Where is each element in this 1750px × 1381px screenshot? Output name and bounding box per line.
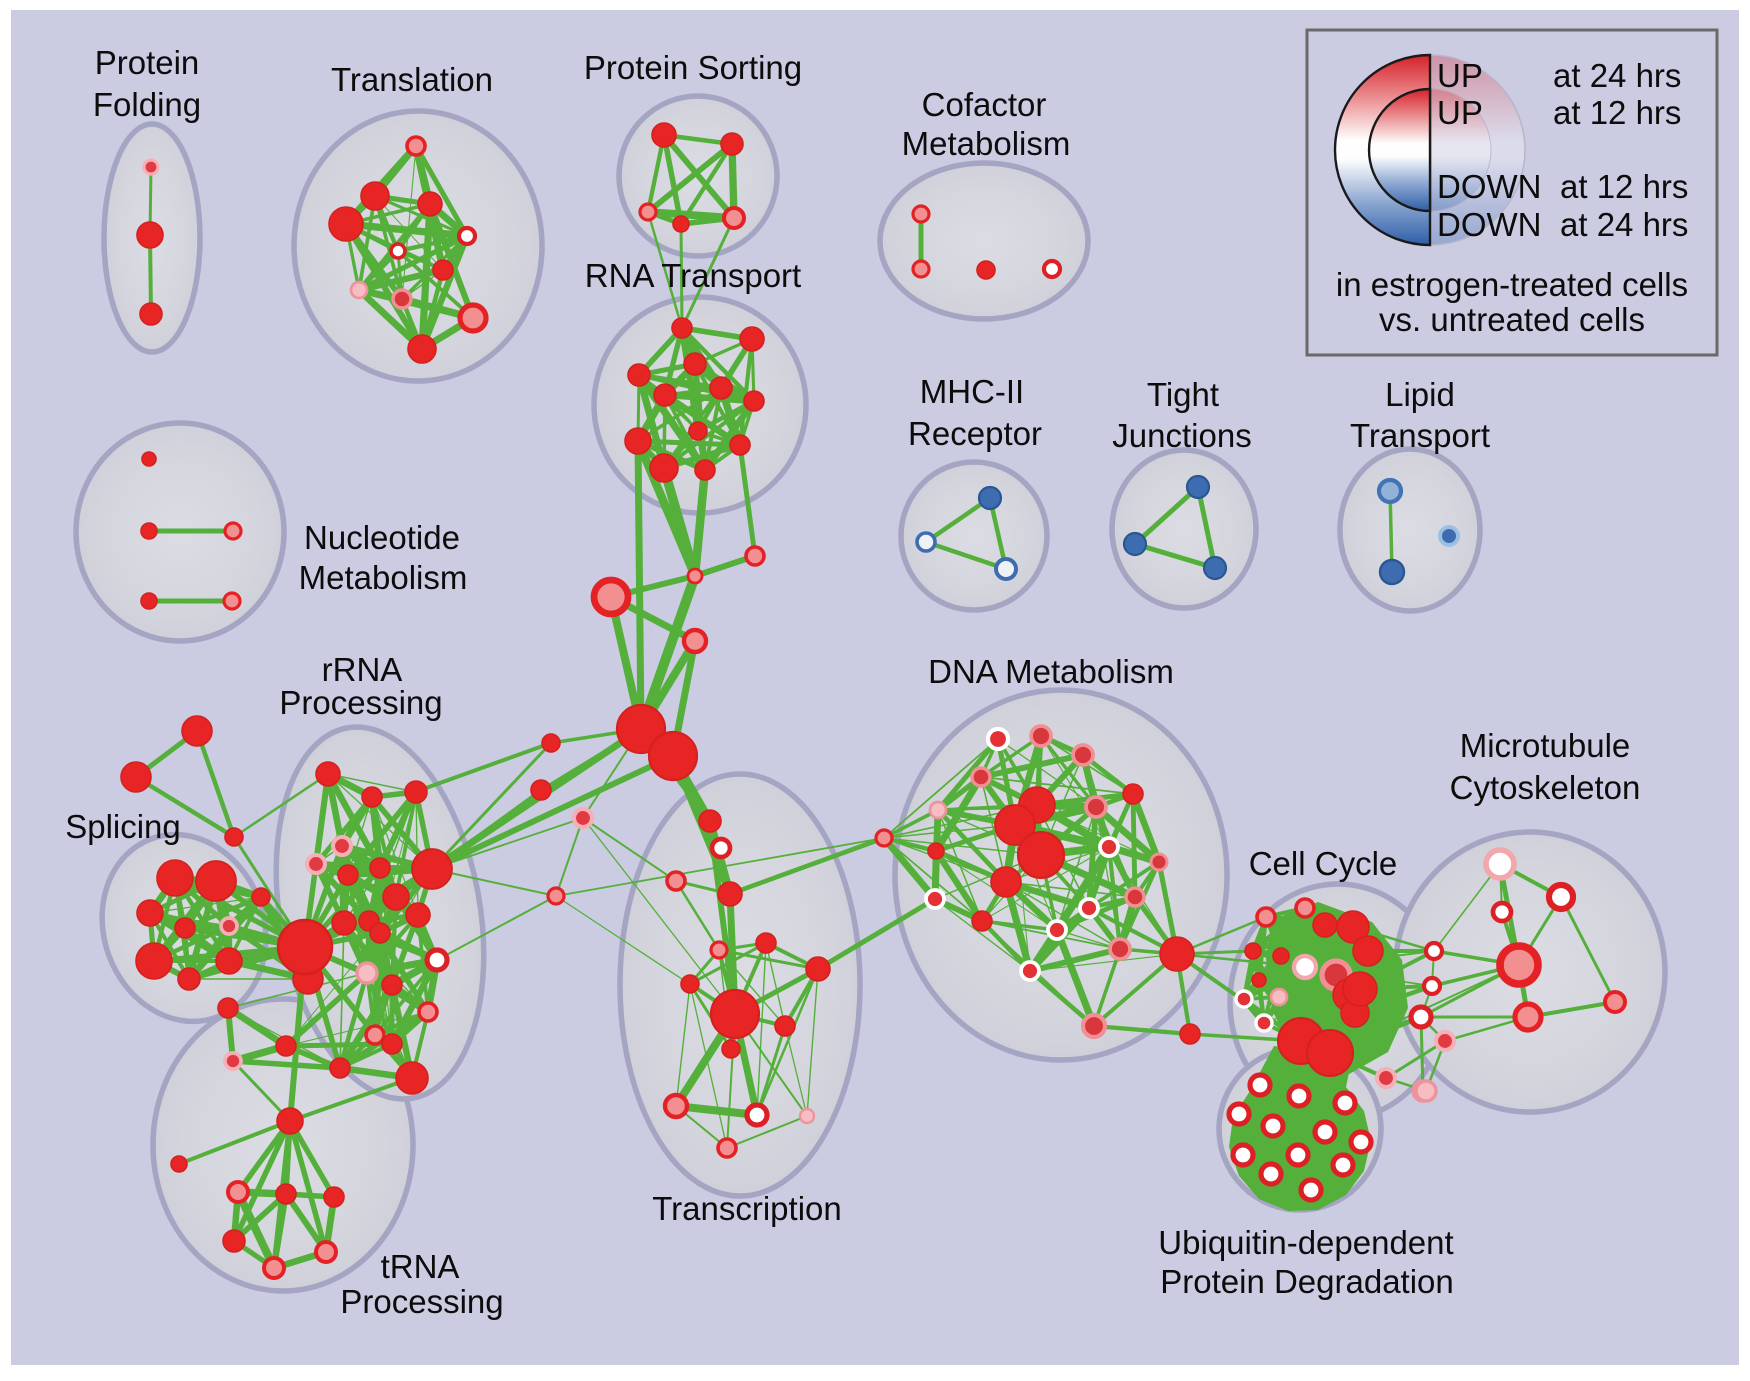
svg-text:Cofactor: Cofactor [922, 86, 1047, 123]
svg-text:Metabolism: Metabolism [299, 559, 468, 596]
svg-text:tRNA: tRNA [381, 1248, 460, 1285]
svg-text:at 24 hrs: at 24 hrs [1553, 57, 1681, 94]
svg-text:at 12 hrs: at 12 hrs [1560, 168, 1688, 205]
svg-text:RNA Transport: RNA Transport [585, 257, 801, 294]
svg-text:vs. untreated cells: vs. untreated cells [1379, 301, 1645, 338]
svg-text:at 12 hrs: at 12 hrs [1553, 94, 1681, 131]
svg-text:Ubiquitin-dependent: Ubiquitin-dependent [1158, 1224, 1453, 1261]
svg-text:DNA Metabolism: DNA Metabolism [928, 653, 1174, 690]
svg-text:in estrogen-treated cells: in estrogen-treated cells [1336, 266, 1688, 303]
svg-text:Transport: Transport [1350, 417, 1490, 454]
svg-text:Protein Sorting: Protein Sorting [584, 49, 802, 86]
svg-text:Junctions: Junctions [1112, 417, 1251, 454]
svg-text:rRNA: rRNA [322, 651, 403, 688]
svg-text:Processing: Processing [279, 684, 442, 721]
svg-text:Cell Cycle: Cell Cycle [1249, 845, 1398, 882]
svg-text:at 24 hrs: at 24 hrs [1560, 206, 1688, 243]
svg-text:Microtubule: Microtubule [1460, 727, 1631, 764]
svg-text:DOWN: DOWN [1437, 206, 1541, 243]
svg-text:Receptor: Receptor [908, 415, 1042, 452]
svg-text:Splicing: Splicing [65, 808, 181, 845]
svg-text:UP: UP [1437, 57, 1483, 94]
svg-text:Lipid: Lipid [1385, 376, 1455, 413]
svg-text:Folding: Folding [93, 86, 201, 123]
svg-text:Protein: Protein [95, 44, 200, 81]
svg-text:Translation: Translation [331, 61, 493, 98]
svg-text:Processing: Processing [340, 1283, 503, 1320]
svg-text:Protein Degradation: Protein Degradation [1160, 1263, 1454, 1300]
svg-text:Transcription: Transcription [652, 1190, 842, 1227]
svg-text:UP: UP [1437, 94, 1483, 131]
svg-text:Tight: Tight [1147, 376, 1219, 413]
svg-text:Metabolism: Metabolism [902, 125, 1071, 162]
svg-text:MHC-II: MHC-II [920, 373, 1024, 410]
svg-text:Nucleotide: Nucleotide [304, 519, 460, 556]
svg-text:DOWN: DOWN [1437, 168, 1541, 205]
svg-text:Cytoskeleton: Cytoskeleton [1450, 769, 1641, 806]
